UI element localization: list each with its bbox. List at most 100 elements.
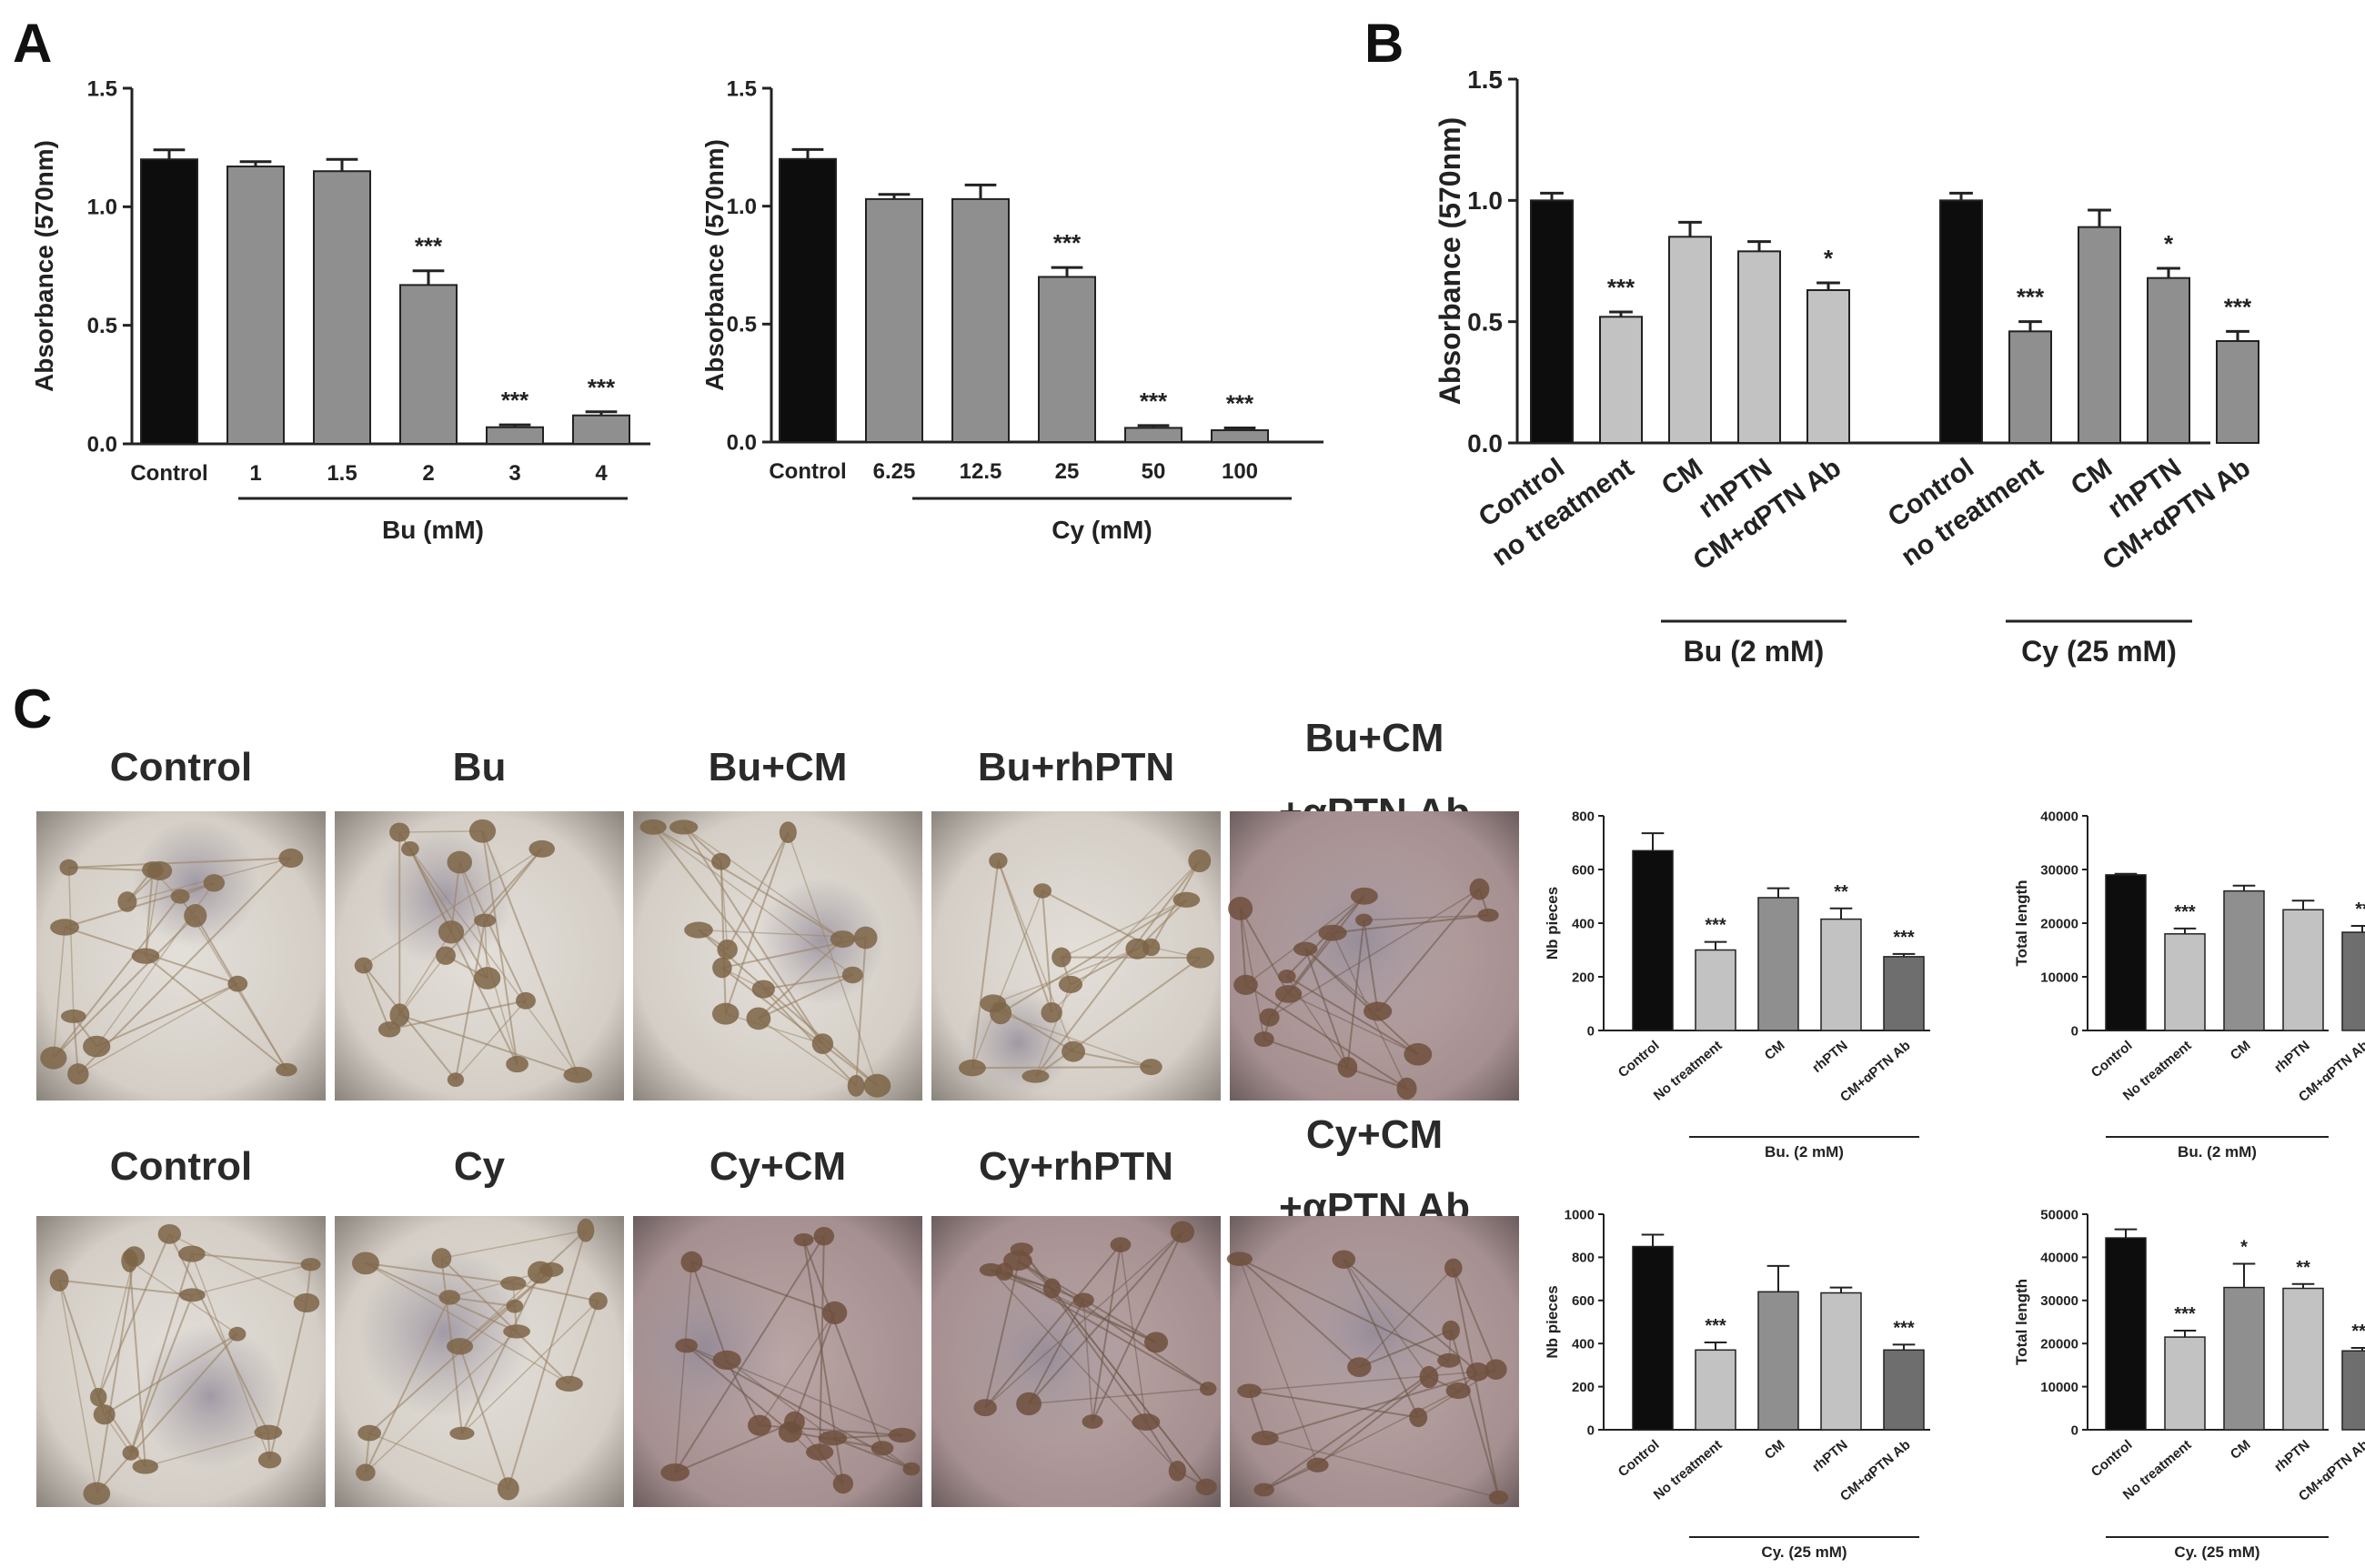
y-tick-label: 200 <box>1572 970 1595 985</box>
cell-cluster <box>447 850 473 874</box>
capillary-tube <box>1343 1259 1430 1378</box>
capillary-tube <box>191 1253 271 1461</box>
bar <box>140 158 198 445</box>
cell-cluster <box>712 957 732 979</box>
capillary-tube <box>1287 895 1365 995</box>
capillary-tube <box>1343 1258 1479 1373</box>
y-tick-label: 0 <box>2071 1023 2078 1039</box>
x-tick-label: Control <box>2088 1038 2136 1081</box>
y-tick-label: 400 <box>1572 916 1595 931</box>
y-axis-label: Absorbance (570nm) <box>700 139 729 391</box>
cell-cluster <box>1199 1382 1217 1396</box>
cell-cluster <box>497 1477 519 1501</box>
micrograph-image <box>623 1216 922 1507</box>
micrograph-image <box>931 1216 1221 1507</box>
capillary-tube <box>1364 914 1489 921</box>
capillary-tube <box>192 1263 311 1296</box>
cell-cluster <box>989 852 1008 869</box>
micrograph-label: Cy+CM <box>1306 1112 1443 1157</box>
y-tick-label: 20000 <box>2040 1336 2078 1352</box>
bar <box>1883 956 1925 1031</box>
cell-cluster <box>1253 1483 1274 1497</box>
cell-cluster <box>1332 1250 1356 1269</box>
chart-cy-nb-pieces: 0 200 400 600 800 1000 Nb pieces Control *** No t… <box>1544 1207 1930 1561</box>
capillary-tube <box>461 1271 541 1434</box>
y-tick-label: 0.5 <box>1467 307 1503 336</box>
cell-cluster <box>506 1299 524 1313</box>
capillary-tube <box>1332 914 1489 934</box>
cell-cluster <box>1021 1069 1050 1083</box>
cell-cluster <box>995 1262 1013 1281</box>
significance-label: * <box>2164 230 2174 257</box>
chart-bu-total-length: 0 10000 20000 30000 40000 Total length Control… <box>2013 809 2365 1161</box>
significance-label: *** <box>2351 1322 2365 1342</box>
capillary-tube <box>398 1014 579 1076</box>
capillary-tube <box>683 826 843 940</box>
y-tick-label: 50000 <box>2040 1207 2078 1222</box>
bar <box>1757 897 1799 1031</box>
bar <box>1820 1292 1862 1431</box>
bar <box>313 170 371 445</box>
y-tick-label: 1.5 <box>727 76 757 101</box>
capillary-tube <box>674 1261 693 1473</box>
cell-cluster <box>675 1338 699 1353</box>
micrograph-image <box>36 811 326 1101</box>
cell-cluster <box>300 1258 321 1271</box>
cell-cluster <box>1186 947 1214 969</box>
cell-cluster <box>684 921 713 939</box>
significance-label: *** <box>2174 1304 2196 1324</box>
x-tick-label: 100 <box>1222 459 1258 484</box>
cell-cluster <box>748 1414 772 1436</box>
matrigel-spot <box>623 1265 788 1429</box>
capillary-tube <box>682 826 824 1045</box>
x-tick-label: 2 <box>422 461 434 486</box>
cell-cluster <box>1337 1056 1358 1078</box>
capillary-tube <box>96 982 238 1048</box>
x-tick-label: CM <box>2228 1437 2254 1462</box>
cell-cluster <box>438 920 465 944</box>
x-tick-label: Control <box>769 459 846 484</box>
significance-label: * <box>2240 1238 2248 1258</box>
capillary-tube <box>458 1345 509 1490</box>
capillary-tube <box>758 974 853 1020</box>
y-axis-label: Nb pieces <box>1544 1285 1561 1358</box>
bar <box>1211 429 1269 443</box>
capillary-tube <box>793 1312 836 1422</box>
cell-cluster <box>712 1002 740 1025</box>
bar <box>399 284 458 445</box>
cell-cluster <box>806 1443 834 1461</box>
bar <box>2105 1237 2147 1431</box>
capillary-tube <box>362 965 391 1030</box>
x-tick-label: 50 <box>1142 459 1166 484</box>
bar <box>1939 199 1983 444</box>
cell-cluster <box>146 860 173 880</box>
chart-bu-nb-pieces: 0 200 400 600 800 Nb pieces Control *** No treat… <box>1544 809 1930 1161</box>
cell-cluster <box>228 1326 247 1342</box>
capillary-tube <box>1120 1244 1147 1422</box>
y-tick-label: 30000 <box>2040 862 2078 878</box>
cell-cluster <box>1237 1383 1262 1399</box>
significance-label: *** <box>588 374 616 401</box>
panel-letter-a: A <box>13 13 52 74</box>
cell-cluster <box>563 1066 593 1083</box>
capillary-tube <box>77 982 238 1075</box>
cell-cluster <box>888 1427 916 1443</box>
capillary-tube <box>674 1421 795 1473</box>
cell-cluster <box>830 930 856 948</box>
significance-label: *** <box>1893 928 1915 948</box>
capillary-tube <box>1286 975 1419 1056</box>
capillary-tube <box>53 927 65 1059</box>
capillary-tube <box>458 861 527 1001</box>
capillary-tube <box>1028 1388 1209 1405</box>
significance-label: *** <box>1705 916 1726 936</box>
bar <box>2105 874 2147 1031</box>
bar <box>1806 289 1850 444</box>
cell-cluster <box>1253 1031 1274 1048</box>
cell-cluster <box>669 819 699 835</box>
cell-cluster <box>818 1431 848 1446</box>
cell-cluster <box>1469 878 1490 900</box>
capillary-tube <box>408 848 452 933</box>
cell-cluster <box>538 1261 564 1278</box>
capillary-tube <box>191 1252 311 1266</box>
significance-label: *** <box>2224 293 2252 320</box>
